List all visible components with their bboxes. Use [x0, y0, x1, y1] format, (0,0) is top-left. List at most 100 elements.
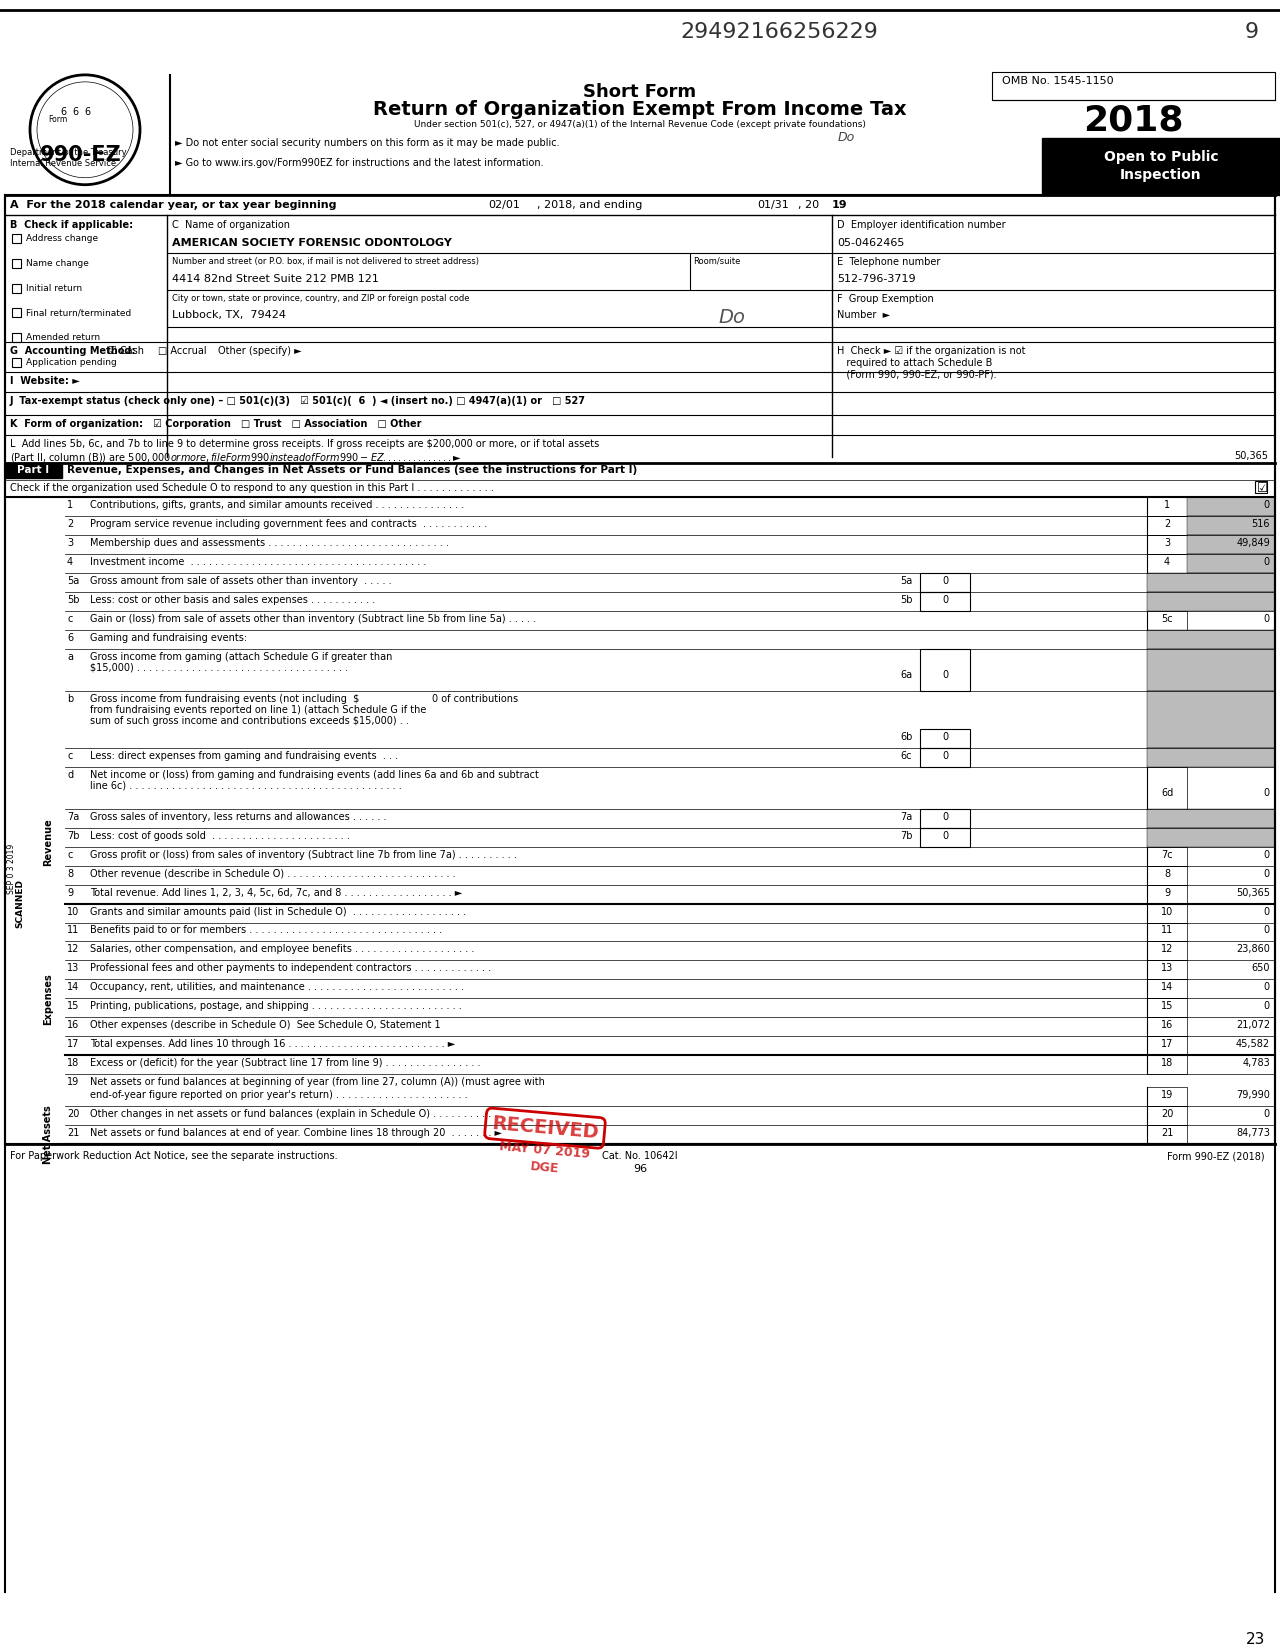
Text: A  For the 2018 calendar year, or tax year beginning: A For the 2018 calendar year, or tax yea…: [10, 200, 337, 210]
Text: 6d: 6d: [1161, 788, 1174, 797]
Text: 16: 16: [67, 1020, 79, 1030]
Text: Address change: Address change: [26, 234, 99, 243]
Bar: [920, 809, 970, 827]
Text: c: c: [67, 751, 73, 761]
Text: 0: 0: [1263, 788, 1270, 797]
Text: 10: 10: [1161, 906, 1174, 916]
Text: Less: direct expenses from gaming and fundraising events  . . .: Less: direct expenses from gaming and fu…: [90, 751, 398, 761]
Text: 0: 0: [1263, 614, 1270, 624]
Bar: [920, 593, 970, 611]
Text: Occupancy, rent, utilities, and maintenance . . . . . . . . . . . . . . . . . . : Occupancy, rent, utilities, and maintena…: [90, 982, 465, 992]
Text: 4: 4: [1164, 556, 1170, 566]
Bar: [1147, 1037, 1187, 1055]
Bar: [1147, 766, 1187, 809]
Text: 1: 1: [67, 500, 73, 510]
Text: 650: 650: [1252, 964, 1270, 974]
Text: 0: 0: [1263, 868, 1270, 878]
Text: , 20: , 20: [797, 200, 819, 210]
Text: 18: 18: [67, 1058, 79, 1068]
Text: 5b: 5b: [67, 594, 79, 604]
Text: c: c: [67, 614, 73, 624]
Text: Investment income  . . . . . . . . . . . . . . . . . . . . . . . . . . . . . . .: Investment income . . . . . . . . . . . …: [90, 556, 426, 566]
Text: Total expenses. Add lines 10 through 16 . . . . . . . . . . . . . . . . . . . . : Total expenses. Add lines 10 through 16 …: [90, 1040, 456, 1050]
Text: K  Form of organization:   ☑ Corporation   □ Trust   □ Association   □ Other: K Form of organization: ☑ Corporation □ …: [10, 419, 421, 429]
Text: DGE: DGE: [530, 1161, 561, 1176]
Bar: [1254, 480, 1267, 494]
Text: Other (specify) ►: Other (specify) ►: [218, 347, 302, 357]
Text: RECEIVED: RECEIVED: [490, 1114, 599, 1142]
Text: 6a: 6a: [900, 670, 913, 680]
Bar: [1187, 555, 1275, 573]
Text: Excess or (deficit) for the year (Subtract line 17 from line 9) . . . . . . . . : Excess or (deficit) for the year (Subtra…: [90, 1058, 480, 1068]
Text: 19: 19: [832, 200, 847, 210]
Text: 6: 6: [72, 107, 78, 117]
Text: 0: 0: [942, 830, 948, 840]
Text: 16: 16: [1161, 1020, 1174, 1030]
Text: 50,365: 50,365: [1236, 888, 1270, 898]
Text: Gross income from gaming (attach Schedule G if greater than: Gross income from gaming (attach Schedul…: [90, 652, 393, 662]
Bar: [1147, 593, 1275, 611]
Text: 9: 9: [1164, 888, 1170, 898]
Bar: [1147, 961, 1187, 979]
Text: Cat. No. 10642I: Cat. No. 10642I: [602, 1151, 678, 1161]
Text: c: c: [67, 850, 73, 860]
Bar: [1147, 865, 1187, 885]
Text: 14: 14: [1161, 982, 1174, 992]
Text: Gross income from fundraising events (not including  $: Gross income from fundraising events (no…: [90, 693, 360, 703]
Text: 0: 0: [942, 576, 948, 586]
Bar: [920, 748, 970, 766]
Text: 6c: 6c: [900, 751, 911, 761]
Text: 96: 96: [632, 1164, 648, 1174]
Text: OMB No. 1545-1150: OMB No. 1545-1150: [1002, 76, 1114, 86]
Text: from fundraising events reported on line 1) (attach Schedule G if the: from fundraising events reported on line…: [90, 705, 426, 715]
Text: d: d: [67, 769, 73, 779]
Bar: [1187, 535, 1275, 555]
Text: 0: 0: [942, 594, 948, 604]
Text: Do: Do: [718, 307, 745, 327]
Text: Application pending: Application pending: [26, 358, 116, 368]
Bar: [1147, 573, 1275, 593]
Text: Net income or (loss) from gaming and fundraising events (add lines 6a and 6b and: Net income or (loss) from gaming and fun…: [90, 769, 539, 779]
Text: 2018: 2018: [1083, 104, 1183, 137]
Text: Name change: Name change: [26, 259, 88, 267]
Text: Department of the Treasury: Department of the Treasury: [10, 147, 127, 157]
Bar: [1187, 517, 1275, 535]
Text: Part I: Part I: [17, 466, 49, 475]
Text: Form 990-EZ (2018): Form 990-EZ (2018): [1167, 1151, 1265, 1161]
Text: line 6c) . . . . . . . . . . . . . . . . . . . . . . . . . . . . . . . . . . . .: line 6c) . . . . . . . . . . . . . . . .…: [90, 781, 402, 791]
Text: 7a: 7a: [67, 812, 79, 822]
Text: 23: 23: [1245, 1633, 1265, 1648]
Bar: [1147, 903, 1187, 923]
Text: 18: 18: [1161, 1058, 1174, 1068]
Text: Less: cost of goods sold  . . . . . . . . . . . . . . . . . . . . . . .: Less: cost of goods sold . . . . . . . .…: [90, 830, 349, 840]
Text: Revenue: Revenue: [44, 819, 52, 867]
Bar: [1147, 1055, 1187, 1075]
Text: □ Accrual: □ Accrual: [157, 347, 206, 357]
Text: D  Employer identification number: D Employer identification number: [837, 220, 1006, 229]
Text: Gaming and fundraising events:: Gaming and fundraising events:: [90, 632, 247, 642]
Text: Gross sales of inventory, less returns and allowances . . . . . .: Gross sales of inventory, less returns a…: [90, 812, 387, 822]
Bar: [1147, 979, 1187, 999]
Text: J  Tax-exempt status (check only one) – □ 501(c)(3)   ☑ 501(c)(  6  ) ◄ (insert : J Tax-exempt status (check only one) – □…: [10, 396, 586, 406]
Text: 4: 4: [67, 556, 73, 566]
Text: 9: 9: [1245, 21, 1260, 41]
Text: 7b: 7b: [900, 830, 913, 840]
Text: 13: 13: [67, 964, 79, 974]
Text: Check if the organization used Schedule O to respond to any question in this Par: Check if the organization used Schedule …: [10, 484, 494, 494]
Text: 50,365: 50,365: [1234, 451, 1268, 461]
Text: Other changes in net assets or fund balances (explain in Schedule O) . . . . . .: Other changes in net assets or fund bala…: [90, 1109, 498, 1119]
Text: Lubbock, TX,  79424: Lubbock, TX, 79424: [172, 310, 285, 320]
Text: Under section 501(c), 527, or 4947(a)(1) of the Internal Revenue Code (except pr: Under section 501(c), 527, or 4947(a)(1)…: [413, 121, 867, 129]
Text: 7c: 7c: [1161, 850, 1172, 860]
Text: 5a: 5a: [900, 576, 913, 586]
Text: 990-EZ: 990-EZ: [40, 145, 122, 165]
Bar: [1147, 1088, 1187, 1106]
Bar: [992, 73, 1275, 99]
Text: (Part II, column (B)) are $500,000 or more, file Form 990 instead of Form 990-EZ: (Part II, column (B)) are $500,000 or mo…: [10, 451, 462, 464]
Text: Open to Public: Open to Public: [1103, 150, 1219, 163]
Bar: [5, 195, 1275, 1144]
Text: 2: 2: [67, 518, 73, 530]
Text: Other expenses (describe in Schedule O)  See Schedule O, Statement 1: Other expenses (describe in Schedule O) …: [90, 1020, 440, 1030]
Text: ► Go to www.irs.gov/Form990EZ for instructions and the latest information.: ► Go to www.irs.gov/Form990EZ for instru…: [175, 158, 544, 168]
Text: end-of-year figure reported on prior year's return) . . . . . . . . . . . . . . : end-of-year figure reported on prior yea…: [90, 1090, 467, 1100]
